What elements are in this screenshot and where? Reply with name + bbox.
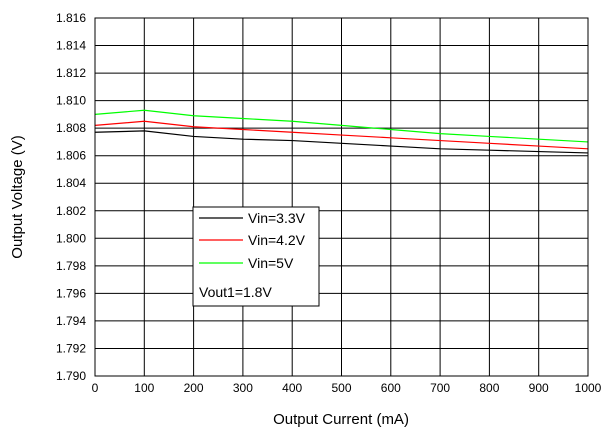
legend-label: Vin=4.2V	[248, 232, 306, 248]
legend-entries: Vin=3.3V Vin=4.2V Vin=5V	[199, 210, 306, 271]
series-line	[94, 109, 589, 143]
x-tick-label: 900	[529, 381, 549, 395]
y-tick-label: 1.798	[56, 259, 86, 273]
y-axis-ticks: 1.790 1.792 1.794 1.796 1.798 1.800 1.802 1.804…	[56, 11, 86, 383]
y-tick-label: 1.806	[56, 149, 86, 163]
y-tick-label: 1.812	[56, 66, 86, 80]
x-tick-label: 800	[479, 381, 499, 395]
y-tick-label: 1.816	[56, 11, 86, 25]
plot-frame	[94, 17, 589, 377]
legend-box	[192, 206, 320, 307]
x-tick-label: 1000	[575, 381, 602, 395]
y-axis-title: Output Voltage (V)	[9, 135, 26, 258]
x-tick-label: 300	[233, 381, 253, 395]
x-axis-ticks: 0 100 200 300 400 500 600 700 800 900 1000	[92, 381, 602, 395]
x-tick-label: 200	[184, 381, 204, 395]
legend-annotation: Vout1=1.8V	[199, 284, 272, 300]
x-tick-label: 400	[282, 381, 302, 395]
x-tick-label: 700	[430, 381, 450, 395]
y-tick-label: 1.814	[56, 39, 86, 53]
grid	[94, 17, 589, 377]
y-tick-label: 1.790	[56, 369, 86, 383]
y-tick-label: 1.796	[56, 286, 86, 300]
x-tick-label: 500	[331, 381, 351, 395]
x-tick-label: 100	[134, 381, 154, 395]
y-tick-label: 1.808	[56, 121, 86, 135]
x-tick-label: 0	[92, 381, 99, 395]
series-line	[94, 120, 589, 150]
y-tick-label: 1.810	[56, 94, 86, 108]
x-axis-title: Output Current (mA)	[273, 411, 409, 428]
y-tick-label: 1.794	[56, 314, 86, 328]
y-tick-label: 1.804	[56, 176, 86, 190]
legend-label: Vin=5V	[248, 255, 294, 271]
x-tick-label: 600	[381, 381, 401, 395]
series-lines	[94, 109, 589, 154]
y-tick-label: 1.800	[56, 231, 86, 245]
legend-label: Vin=3.3V	[248, 210, 306, 226]
legend: Vin=3.3V Vin=4.2V Vin=5V Vout1=1.8V	[192, 206, 320, 307]
y-tick-label: 1.792	[56, 341, 86, 355]
series-line	[94, 130, 589, 154]
y-tick-label: 1.802	[56, 204, 86, 218]
